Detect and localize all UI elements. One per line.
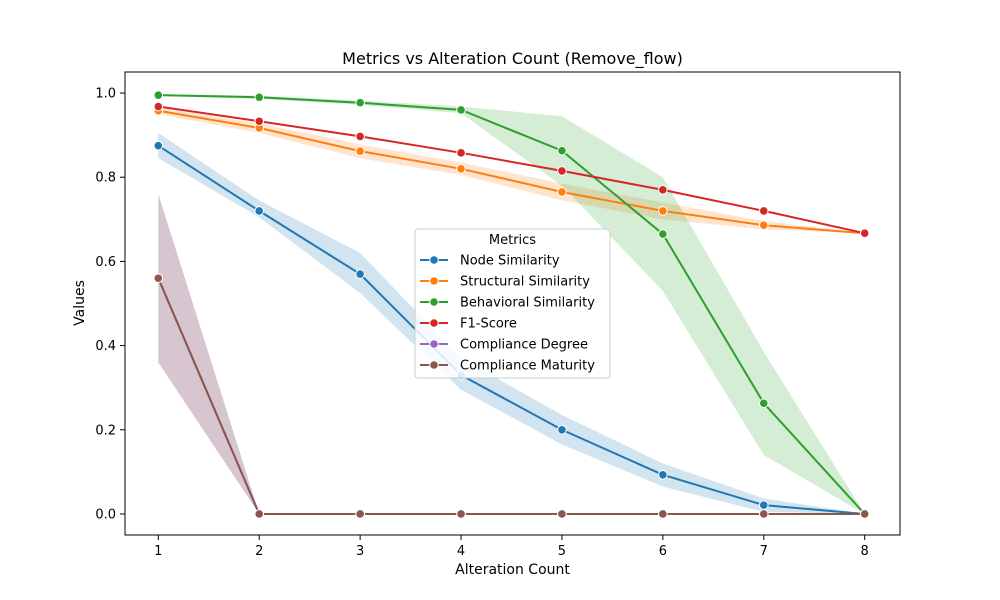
plot-frame (124, 71, 901, 536)
y-tick-label: 0.4 (95, 339, 116, 354)
y-axis-title: Values (72, 280, 88, 326)
legend-label: Behavioral Similarity (460, 296, 595, 311)
x-tick-label: 5 (558, 544, 566, 559)
f1-score-point (254, 116, 265, 127)
node-similarity-point (254, 206, 265, 216)
node-similarity-point (153, 140, 164, 151)
legend-item-compliance-degree: Compliance Degree (420, 338, 588, 353)
legend-label: Structural Similarity (460, 275, 590, 290)
compliance-maturity-point (456, 509, 466, 519)
legend-label: Node Similarity (460, 254, 560, 269)
legend-item-f1-score: F1-Score (420, 317, 517, 332)
node-similarity-point (758, 500, 769, 510)
y-tick-label: 0.8 (95, 171, 116, 186)
behavioral-similarity-point (355, 97, 365, 108)
x-tick-label: 2 (255, 544, 263, 559)
x-tick-label: 6 (659, 544, 667, 559)
legend: Metrics Node Similarity Structural Simila… (414, 228, 611, 379)
f1-score-point (859, 228, 870, 239)
series-lines (157, 94, 866, 515)
node-similarity-point (355, 269, 365, 279)
legend-swatch-marker (429, 297, 439, 307)
y-axis-ticks: 0.0 0.2 0.4 0.6 0.8 1.0 (95, 87, 125, 522)
structural-similarity-ci-band (158, 107, 865, 234)
f1-score-point (456, 148, 466, 158)
y-tick-label: 0.6 (95, 255, 116, 270)
f1-score-point (557, 166, 567, 176)
compliance-maturity-point (859, 509, 870, 519)
structural-similarity-point (557, 187, 567, 197)
compliance-maturity-line (157, 277, 865, 515)
compliance-maturity-point (153, 273, 164, 284)
behavioral-similarity-point (557, 145, 567, 156)
compliance-maturity-point (254, 509, 265, 519)
f1-score-point (658, 185, 668, 195)
legend-items: Node Similarity Structural Similarity Beha… (420, 254, 595, 374)
f1-score-line (158, 105, 865, 235)
x-axis-ticks: 1 2 3 4 5 6 7 8 (154, 535, 869, 559)
legend-swatch-marker (429, 255, 439, 265)
behavioral-similarity-point (254, 92, 265, 103)
y-tick-label: 0.2 (95, 423, 116, 438)
behavioral-similarity-point (456, 105, 466, 115)
y-tick-label: 1.0 (95, 87, 116, 102)
node-similarity-point (658, 470, 668, 480)
behavioral-similarity-ci-band (158, 94, 865, 514)
x-tick-label: 1 (154, 544, 162, 559)
x-tick-label: 4 (457, 544, 465, 559)
structural-similarity-point (758, 220, 769, 231)
behavioral-similarity-point (758, 398, 769, 409)
f1-score-point (153, 101, 164, 112)
structural-similarity-line (158, 109, 865, 235)
compliance-maturity-point (355, 509, 365, 519)
legend-item-structural-similarity: Structural Similarity (420, 275, 590, 290)
compliance-maturity-point (557, 509, 567, 519)
behavioral-similarity-line (158, 94, 866, 515)
x-axis-title: Alteration Count (455, 562, 570, 578)
y-tick-label: 0.0 (95, 507, 116, 522)
x-tick-label: 7 (760, 544, 768, 559)
legend-title: Metrics (489, 233, 536, 248)
legend-swatch-marker (429, 339, 439, 349)
structural-similarity-point (456, 164, 466, 174)
series-points (153, 90, 870, 519)
legend-swatch-marker (429, 318, 439, 328)
f1-score-point (758, 206, 769, 216)
structural-similarity-point (658, 206, 668, 216)
structural-similarity-point (355, 146, 365, 156)
x-tick-label: 3 (356, 544, 364, 559)
x-tick-label: 8 (861, 544, 869, 559)
chart-title: Metrics vs Alteration Count (Remove_flow… (342, 49, 683, 69)
legend-swatch-marker (429, 360, 439, 370)
f1-score-point (355, 131, 365, 142)
legend-box (414, 228, 611, 379)
compliance-maturity-point (658, 509, 668, 519)
behavioral-similarity-point (658, 229, 668, 239)
legend-label: Compliance Degree (460, 338, 588, 353)
legend-label: Compliance Maturity (460, 359, 595, 374)
legend-item-behavioral-similarity: Behavioral Similarity (420, 296, 595, 311)
node-similarity-point (557, 424, 567, 435)
legend-item-compliance-maturity: Compliance Maturity (420, 359, 595, 374)
behavioral-similarity-point (153, 90, 164, 100)
node-similarity-line (157, 144, 865, 515)
confidence-bands (158, 94, 865, 514)
compliance-maturity-point (758, 509, 769, 519)
legend-label: F1-Score (460, 317, 517, 332)
legend-swatch-marker (429, 276, 439, 286)
legend-item-node-similarity: Node Similarity (420, 254, 560, 269)
